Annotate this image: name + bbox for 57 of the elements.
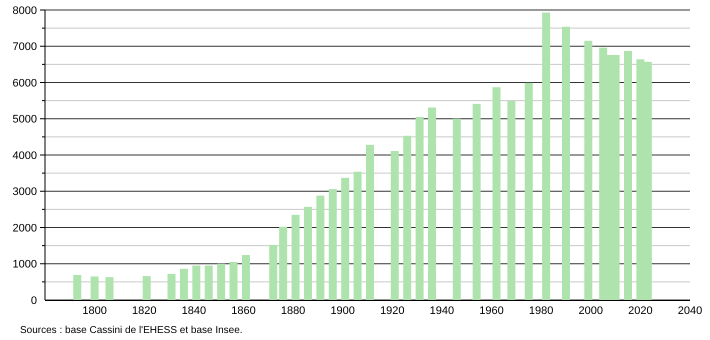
bar: [304, 206, 312, 300]
y-tick-label: 4000: [12, 150, 37, 162]
y-tick-label: 5000: [12, 114, 37, 126]
bar: [292, 214, 300, 300]
x-tick-label: 2000: [578, 305, 604, 317]
bar: [492, 87, 500, 300]
bar: [542, 12, 550, 300]
bar: [390, 151, 399, 300]
y-tick-label: 0: [30, 294, 37, 307]
bar: [73, 274, 82, 300]
bar: [90, 276, 99, 300]
bar: [562, 26, 570, 300]
bar: [428, 108, 436, 300]
bar: [354, 172, 362, 300]
bar: [341, 178, 350, 300]
bar: [524, 82, 533, 300]
bar: [624, 50, 632, 300]
bar: [142, 276, 151, 300]
bar: [106, 277, 114, 300]
x-tick-label: 1940: [430, 305, 454, 317]
x-tick-label: 1820: [132, 305, 156, 317]
bar: [416, 116, 424, 300]
y-tick-label: 2000: [12, 222, 37, 234]
bar: [507, 100, 516, 300]
bar: [403, 136, 412, 300]
y-tick-label: 1000: [12, 258, 37, 271]
bar: [168, 274, 176, 300]
bar: [584, 40, 592, 300]
x-tick-label: 1860: [231, 305, 256, 317]
x-tick-label: 1980: [528, 305, 554, 317]
bar: [366, 144, 374, 300]
bar: [217, 264, 226, 300]
bar: [328, 189, 337, 300]
source-note: Sources : base Cassini de l'EHESS et base Insee.: [20, 325, 243, 336]
bar: [269, 244, 278, 300]
x-tick-label: 1920: [380, 305, 405, 317]
bar: [316, 196, 324, 300]
bar: [180, 268, 188, 300]
x-tick-label: 1840: [182, 305, 206, 317]
bar: [242, 255, 250, 300]
bar: [472, 104, 481, 300]
x-tick-label: 2040: [678, 305, 702, 317]
y-tick-label: 8000: [12, 4, 37, 17]
bar: [599, 48, 608, 300]
y-tick-label: 7000: [12, 41, 37, 54]
bar: [279, 226, 288, 300]
bar: [204, 266, 213, 300]
bar: [452, 118, 461, 300]
x-tick-label: 1960: [479, 305, 504, 317]
x-tick-label: 2020: [628, 305, 653, 317]
y-tick-label: 6000: [12, 77, 37, 90]
x-tick-label: 1880: [280, 305, 306, 317]
x-tick-label: 1900: [330, 305, 355, 317]
bar: [230, 262, 238, 300]
y-tick-label: 3000: [12, 186, 37, 198]
x-tick-label: 1800: [82, 305, 107, 317]
bar: [192, 266, 200, 300]
